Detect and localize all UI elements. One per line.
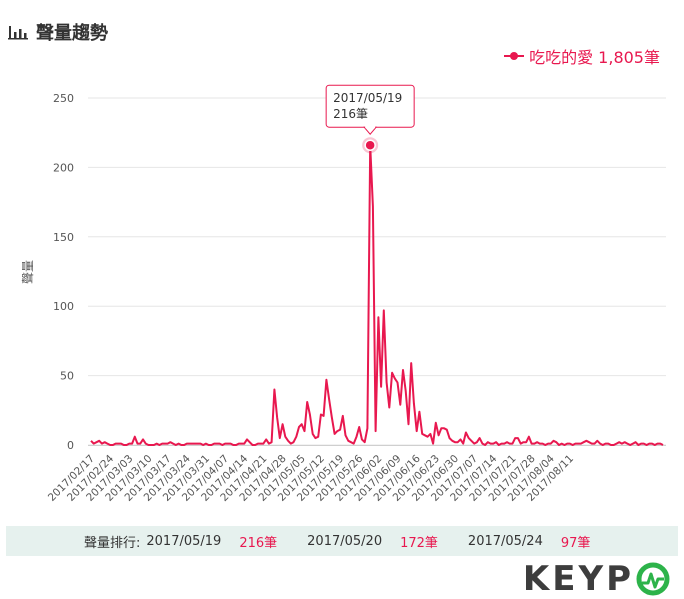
- tooltip-pointer: [363, 126, 378, 135]
- keypo-o-logo-icon: [636, 562, 670, 596]
- ranking-count-1: 216筆: [239, 535, 278, 551]
- bar-chart-icon: [8, 26, 28, 40]
- chart-header: 聲量趨勢: [8, 18, 108, 46]
- chart-title: 聲量趨勢: [36, 23, 108, 44]
- logo-text: KEYP: [522, 559, 634, 599]
- ranking-count-2: 172筆: [400, 535, 438, 551]
- ranking-label: 聲量排行:: [84, 535, 141, 551]
- series-line: [90, 144, 664, 446]
- tooltip-value: 216筆: [333, 107, 368, 121]
- y-tick-label: 100: [53, 300, 74, 313]
- legend-marker-icon: [504, 52, 525, 60]
- keypo-logo: KEYP: [523, 562, 670, 596]
- peak-point: [364, 139, 376, 151]
- ranking-bar: 聲量排行: 2017/05/19 216筆 2017/05/20 172筆 20…: [6, 526, 678, 556]
- y-axis-label: 聲量: [20, 260, 35, 284]
- ranking-date-3: 2017/05/24: [467, 533, 543, 549]
- legend-item[interactable]: 吃吃的愛 1,805筆: [503, 44, 660, 68]
- legend-label: 吃吃的愛 1,805筆: [529, 48, 660, 67]
- y-tick-label: 0: [67, 439, 74, 452]
- ranking-date-2: 2017/05/20: [307, 533, 383, 549]
- ranking-count-3: 97筆: [560, 535, 591, 551]
- ranking-date-1: 2017/05/19: [146, 533, 222, 549]
- y-tick-label: 50: [60, 370, 74, 383]
- tooltip-pointer-mask: [365, 126, 376, 129]
- y-tick-label: 200: [53, 161, 74, 174]
- y-tick-label: 150: [53, 231, 74, 244]
- line-chart: 050100150200250聲量2017/02/172017/02/24201…: [20, 84, 666, 504]
- y-tick-label: 250: [53, 92, 74, 105]
- tooltip-date: 2017/05/19: [333, 91, 402, 105]
